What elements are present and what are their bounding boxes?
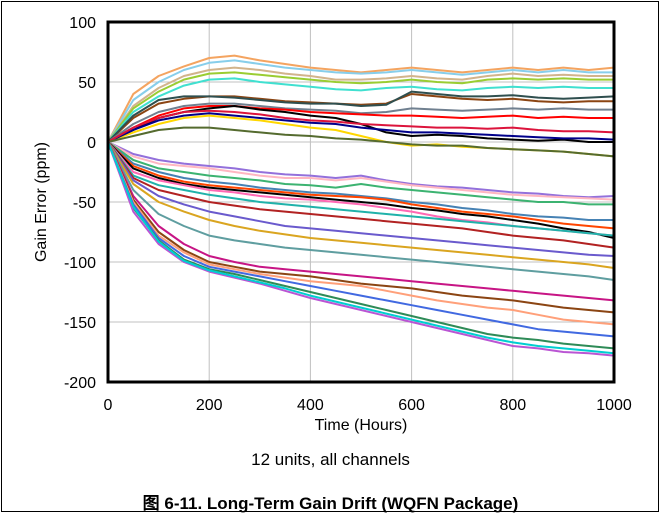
- y-tick-label: -50: [73, 195, 96, 212]
- figure-caption: 图 6-11. Long-Term Gain Drift (WQFN Packa…: [142, 494, 519, 513]
- plot-area-border: [106, 20, 616, 384]
- series-line-29: [107, 141, 615, 326]
- x-tick-label: 600: [398, 397, 425, 414]
- series-line-28: [107, 141, 615, 314]
- y-tick-labels: 100 50 0 -50 -100 -150 -200: [64, 15, 96, 392]
- series-line-31: [107, 141, 615, 350]
- series-line-17: [107, 141, 614, 206]
- chart-subtitle: 12 units, all channels: [251, 450, 410, 469]
- series-line-14: [107, 126, 615, 158]
- x-tick-label: 1000: [596, 397, 632, 414]
- series-line-27: [107, 141, 615, 302]
- y-tick-label: -100: [64, 255, 96, 272]
- series-line-21: [107, 141, 615, 237]
- x-tick-label: 200: [196, 397, 223, 414]
- series-group: [107, 54, 615, 357]
- x-tick-label: 400: [297, 397, 324, 414]
- y-tick-label: 100: [69, 15, 96, 32]
- series-line-1: [107, 54, 615, 143]
- series-line-26: [107, 141, 615, 281]
- series-line-20: [107, 141, 615, 239]
- series-line-30: [107, 141, 615, 338]
- y-tick-label: 0: [87, 135, 96, 152]
- y-tick-label: -150: [64, 315, 96, 332]
- y-tick-label: 50: [78, 75, 96, 92]
- series-line-25: [107, 141, 615, 269]
- series-line-18: [107, 141, 614, 221]
- series-line-8: [107, 102, 614, 143]
- series-line-32: [107, 141, 615, 357]
- series-line-9: [107, 105, 614, 143]
- series-line-19: [107, 141, 615, 230]
- y-axis-title: Gain Error (ppm): [33, 142, 50, 262]
- series-line-4: [107, 71, 614, 143]
- series-line-22: [107, 141, 615, 237]
- series-line-23: [107, 141, 615, 249]
- series-line-15: [107, 141, 615, 199]
- x-axis-title: Time (Hours): [315, 417, 408, 434]
- series-line-16: [107, 141, 615, 201]
- series-line-12: [107, 112, 615, 143]
- series-line-13: [107, 109, 615, 143]
- series-line-33: [107, 141, 615, 355]
- y-tick-label: -200: [64, 375, 96, 392]
- series-line-7: [107, 90, 615, 143]
- series-line-6: [107, 93, 614, 143]
- x-tick-label: 0: [104, 397, 113, 414]
- x-tick-labels: 0 200 400 600 800 1000: [104, 397, 632, 414]
- series-line-5: [107, 77, 614, 143]
- series-line-3: [107, 66, 614, 143]
- x-tick-label: 800: [499, 397, 526, 414]
- series-line-24: [107, 141, 615, 257]
- series-line-2: [107, 59, 614, 143]
